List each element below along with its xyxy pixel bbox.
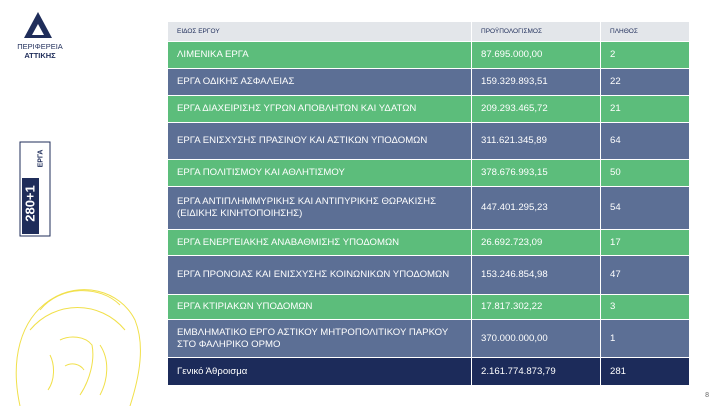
athena-drawing — [15, 289, 141, 406]
table-cell: 281 — [601, 358, 690, 386]
table-cell: Γενικό Άθροισμα — [168, 358, 472, 386]
table-cell: 87.695.000,00 — [472, 42, 601, 69]
table-cell: ΕΡΓΑ ΕΝΕΡΓΕΙΑΚΗΣ ΑΝΑΒΑΘΜΙΣΗΣ ΥΠΟΔΟΜΩΝ — [168, 230, 472, 256]
table-cell: 378.676.993,15 — [472, 160, 601, 187]
table-cell: 22 — [601, 69, 690, 96]
badge-label: ΕΡΓΑ — [37, 149, 45, 168]
table-cell: 370.000.000,00 — [472, 320, 601, 358]
table-cell: ΕΜΒΛΗΜΑΤΙΚΟ ΕΡΓΟ ΑΣΤΙΚΟΥ ΜΗΤΡΟΠΟΛΙΤΙΚΟΥ … — [168, 320, 472, 358]
logo-line1: ΠΕΡΙΦΕΡΕΙΑ — [17, 42, 63, 51]
table-cell: 447.401.295,23 — [472, 187, 601, 230]
table-cell: 50 — [601, 160, 690, 187]
logo-inner — [32, 24, 44, 35]
table-cell: 3 — [601, 295, 690, 320]
table-cell: 17.817.302,22 — [472, 295, 601, 320]
table-cell: ΠΡΟΫΠΟΛΟΓΙΣΜΟΣ — [472, 22, 601, 42]
table-cell: 2.161.774.873,79 — [472, 358, 601, 386]
page-number: 8 — [705, 392, 709, 399]
table-cell: 1 — [601, 320, 690, 358]
table-cell: 153.246.854,98 — [472, 256, 601, 295]
badge-number: 280+1 — [22, 185, 38, 222]
table-cell: 17 — [601, 230, 690, 256]
table-cell: ΕΡΓΑ ΟΔΙΚΗΣ ΑΣΦΑΛΕΙΑΣ — [168, 69, 472, 96]
table-cell: 64 — [601, 123, 690, 160]
table-cell: ΛΙΜΕΝΙΚΑ ΕΡΓΑ — [168, 42, 472, 69]
table-cell: ΠΛΗΘΟΣ — [601, 22, 690, 42]
table-cell: ΕΡΓΑ ΠΟΛΙΤΙΣΜΟΥ ΚΑΙ ΑΘΛΗΤΙΣΜΟΥ — [168, 160, 472, 187]
table-cell: 47 — [601, 256, 690, 295]
table-cell: 209.293.465,72 — [472, 96, 601, 123]
table-cell: 2 — [601, 42, 690, 69]
table-cell: ΕΡΓΑ ΑΝΤΙΠΛΗΜΜΥΡΙΚΗΣ ΚΑΙ ΑΝΤΙΠΥΡΙΚΗΣ ΘΩΡ… — [168, 187, 472, 230]
table-cell: ΕΡΓΑ ΕΝΙΣΧΥΣΗΣ ΠΡΑΣΙΝΟΥ ΚΑΙ ΑΣΤΙΚΩΝ ΥΠΟΔ… — [168, 123, 472, 160]
table-cell: ΕΡΓΑ ΚΤΙΡΙΑΚΩΝ ΥΠΟΔΟΜΩΝ — [168, 295, 472, 320]
logo-line2: ΑΤΤΙΚΗΣ — [24, 51, 56, 60]
table-cell: 54 — [601, 187, 690, 230]
table-cell: 159.329.893,51 — [472, 69, 601, 96]
table-cell: ΕΡΓΑ ΠΡΟΝΟΙΑΣ ΚΑΙ ΕΝΙΣΧΥΣΗΣ ΚΟΙΝΩΝΙΚΩΝ Υ… — [168, 256, 472, 295]
table-cell: 311.621.345,89 — [472, 123, 601, 160]
table-cell: 26.692.723,09 — [472, 230, 601, 256]
badge-block — [22, 178, 39, 234]
table-cell: 21 — [601, 96, 690, 123]
table-cell: ΕΡΓΑ ΔΙΑΧΕΙΡΙΣΗΣ ΥΓΡΩΝ ΑΠΟΒΛΗΤΩΝ ΚΑΙ ΥΔΑ… — [168, 96, 472, 123]
table-cell: ΕΙΔΟΣ ΕΡΓΟΥ — [168, 22, 472, 42]
